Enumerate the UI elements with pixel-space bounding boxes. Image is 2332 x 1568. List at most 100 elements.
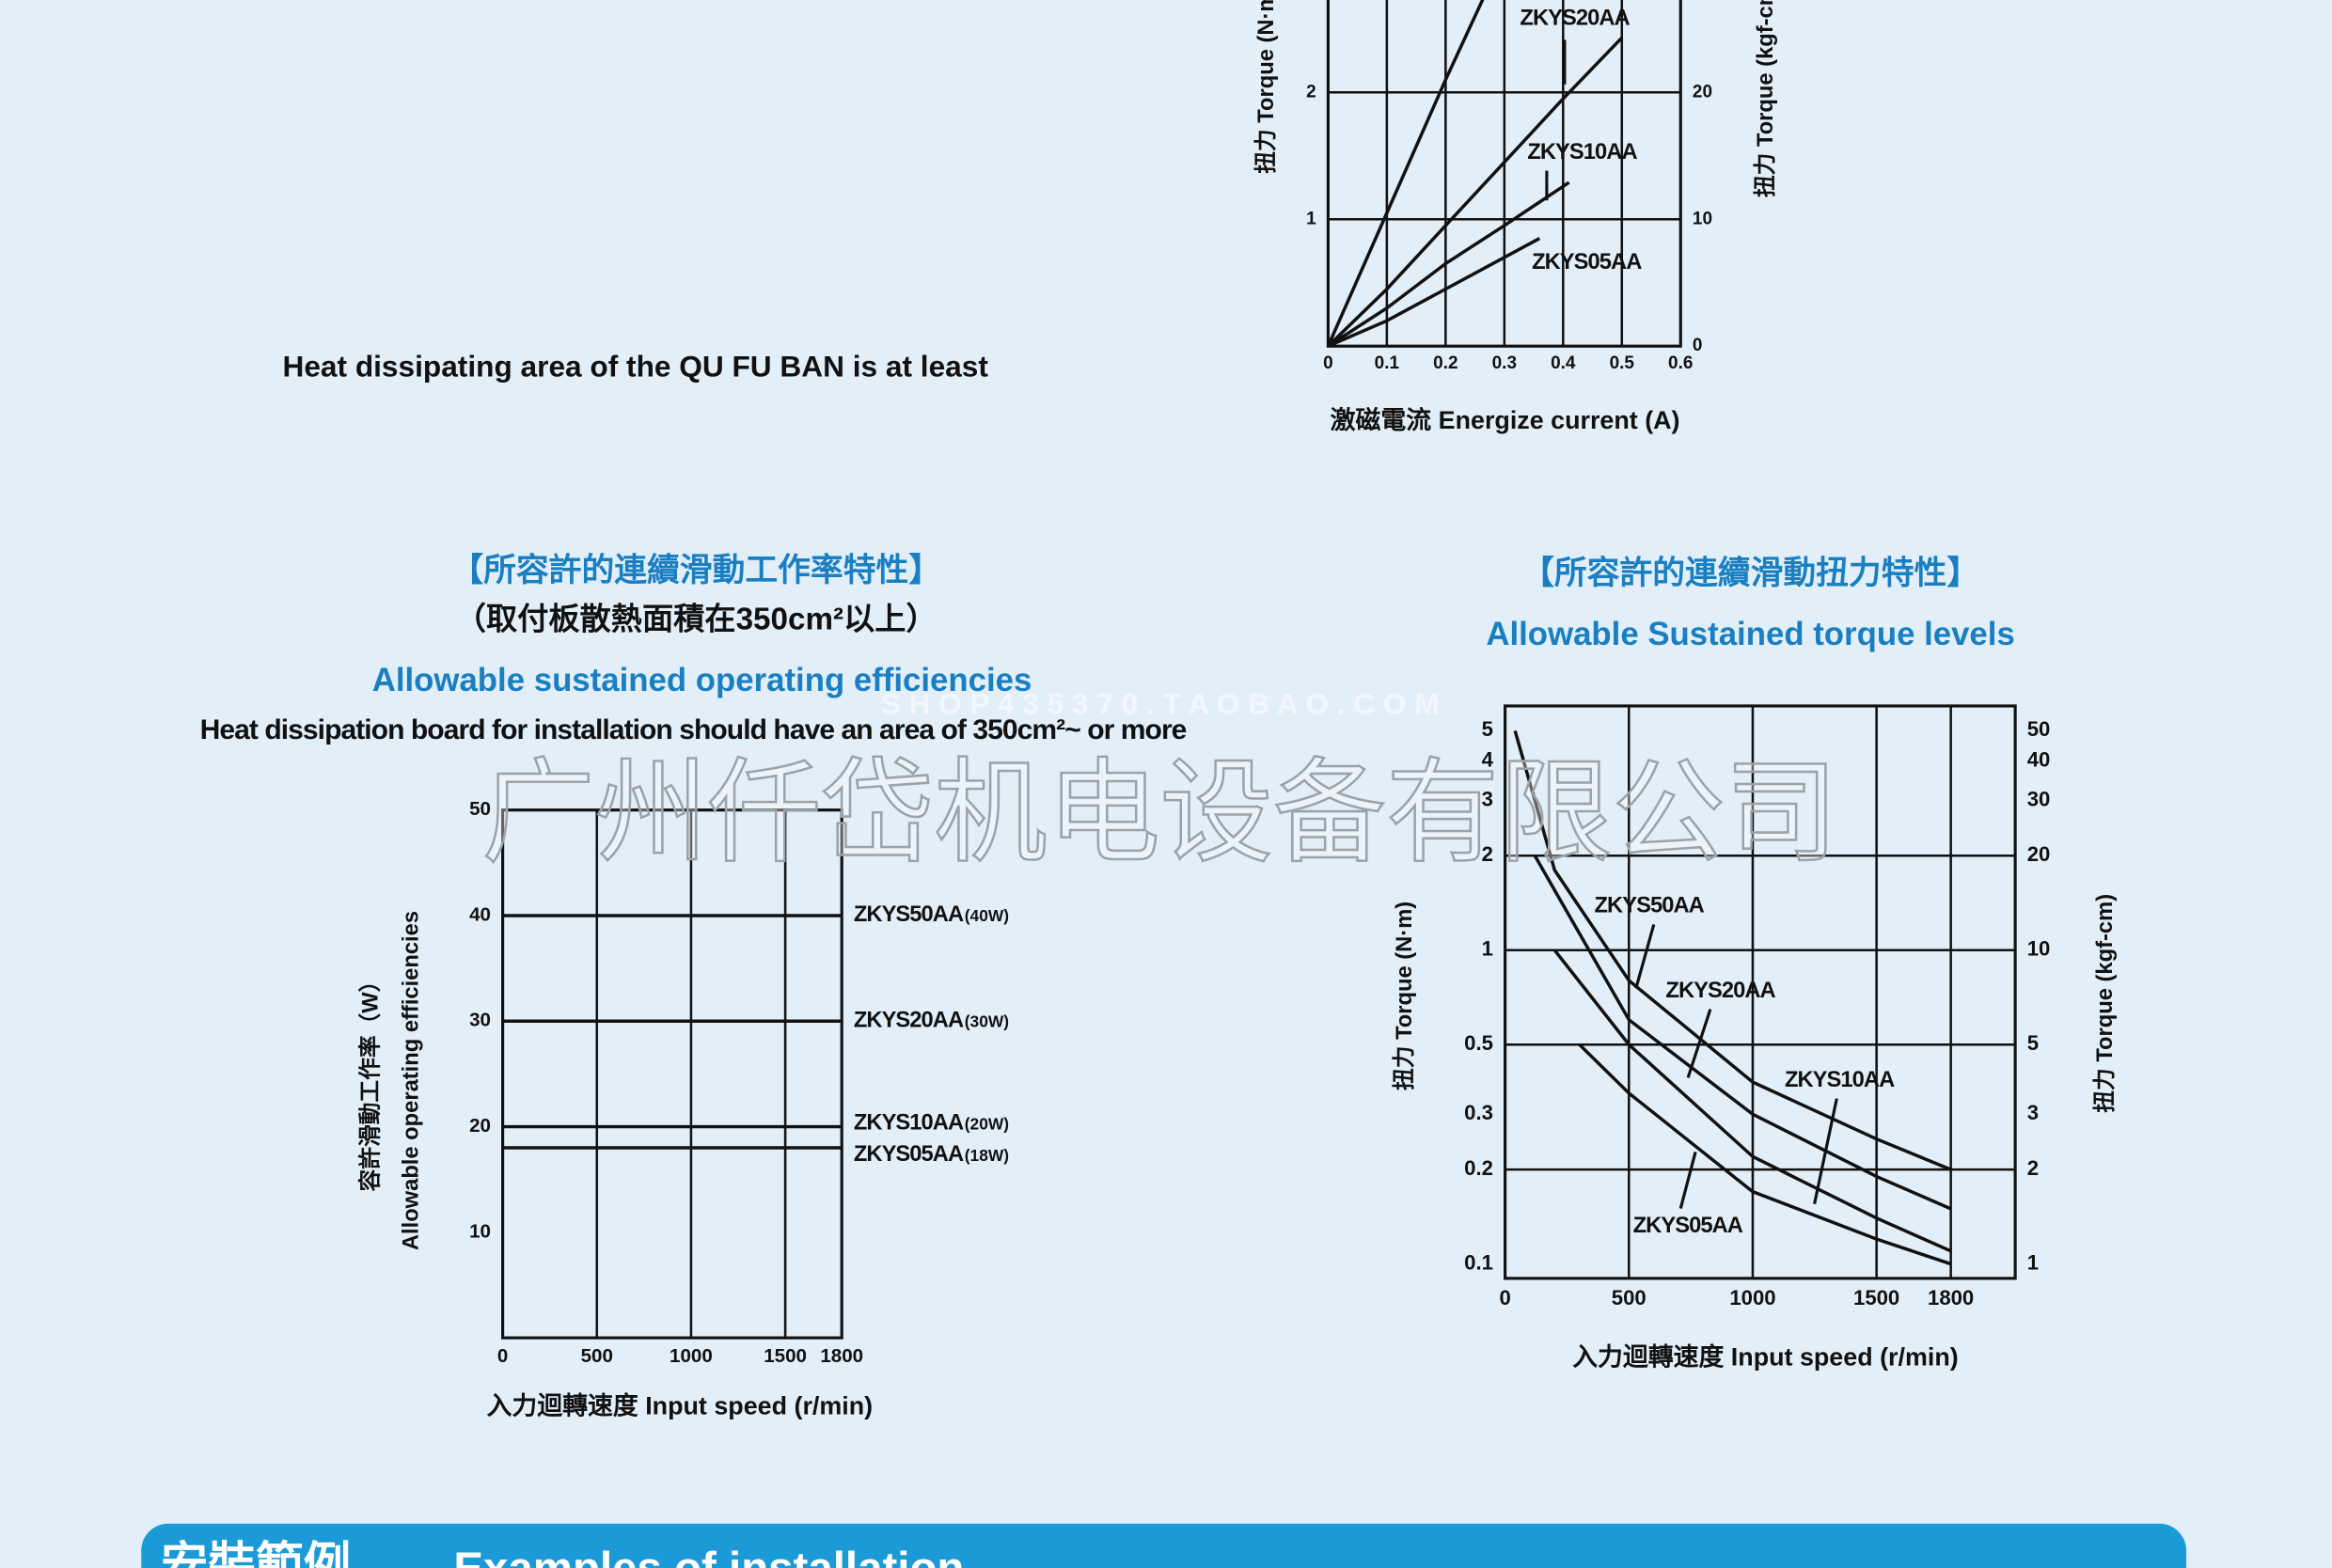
axis-title: Allowable operating efficiencies <box>399 911 423 1250</box>
leader-line <box>1678 1152 1697 1209</box>
plot-frame <box>501 808 843 1340</box>
y-tick-label: 30 <box>469 1010 491 1031</box>
axis-title: 扭力 Torque (N·m) <box>1253 0 1279 174</box>
y-tick-label: 5 <box>1482 717 1493 741</box>
y2-tick-label: 2 <box>2027 1156 2039 1180</box>
y-tick-label: 20 <box>469 1115 491 1137</box>
y-tick-label: 40 <box>469 903 491 925</box>
plot-frame <box>1326 0 1682 348</box>
series-label: ZKYS05AA <box>854 1142 964 1167</box>
y2-tick-label: 1 <box>2027 1250 2039 1274</box>
axis-title: 容許滑動工作率（W） <box>357 970 384 1192</box>
series-line <box>1578 1043 1952 1266</box>
y2-tick-label: 40 <box>2027 748 2051 772</box>
x-tick-label: 0 <box>1499 1286 1510 1309</box>
y-tick-label: 0.2 <box>1464 1156 1493 1180</box>
series-label: ZKYS05AA <box>1633 1214 1743 1238</box>
series-line <box>1328 237 1541 347</box>
y2-tick-label: 20 <box>2027 842 2051 866</box>
x-tick-label: 1800 <box>820 1345 863 1367</box>
series-label: ZKYS10AA <box>1785 1068 1895 1092</box>
watermark: 广州仟岱机电设备有限公司 <box>482 750 1838 876</box>
y2-tick-label: 10 <box>2027 937 2051 961</box>
watermark-url: S H O P 4 3 5 3 7 0 . T A O B A O . C O … <box>881 686 1440 720</box>
y2-tick-label: 0 <box>1693 336 1703 355</box>
series-label: ZKYS20AA <box>854 1009 964 1033</box>
y-tick-label: 0.1 <box>1464 1250 1493 1274</box>
plot-area <box>1328 0 1624 347</box>
plot-frame <box>1504 704 2017 1280</box>
series-line <box>1533 855 1952 1211</box>
y-tick-label: 2 <box>1482 842 1493 866</box>
x-tick-label: 0.2 <box>1433 353 1458 373</box>
x-tick-label: 500 <box>581 1345 613 1367</box>
y-tick-label: 3 <box>1482 787 1493 810</box>
axis-title: 扭力 Torque (kgf-cm) <box>2091 894 2118 1113</box>
y-tick-label: 4 <box>1482 748 1494 772</box>
heat-note: Heat dissipating area of the QU FU BAN i… <box>283 349 989 383</box>
chart-title: 【所容許的連續滑動工作率特性】 <box>450 552 941 588</box>
x-tick-label: 1500 <box>1853 1286 1899 1309</box>
y-tick-label: 1 <box>1482 937 1493 961</box>
y2-tick-label: 3 <box>2027 1101 2039 1124</box>
axis-title: 扭力 Torque (kgf-cm) <box>1752 0 1778 197</box>
x-axis-title: 激磁電流 Energize current (A) <box>1331 405 1680 434</box>
y-tick-label: 2 <box>1306 82 1316 102</box>
x-tick-label: 1500 <box>764 1345 807 1367</box>
x-tick-label: 0.5 <box>1610 353 1635 373</box>
x-axis-title: 入力迴轉速度 Input speed (r/min) <box>487 1391 874 1420</box>
y-tick-label: 0.3 <box>1464 1101 1493 1124</box>
chart-title: 【所容許的連續滑動扭力特性】 <box>1521 555 1979 591</box>
x-tick-label: 0.4 <box>1551 353 1576 373</box>
leader-line <box>1634 924 1656 989</box>
axis-title: 扭力 Torque (N·m) <box>1391 902 1417 1090</box>
x-tick-label: 0.3 <box>1492 353 1517 373</box>
y2-tick-label: 20 <box>1693 82 1712 102</box>
y-tick-label: 0.5 <box>1464 1031 1493 1055</box>
plot-area <box>502 914 843 1150</box>
x-tick-label: 1000 <box>670 1345 713 1367</box>
banner-cn: 安裝範例 <box>161 1538 351 1568</box>
series-line <box>1328 0 1485 347</box>
chart-title-en: Allowable Sustained torque levels <box>1486 617 2014 652</box>
background <box>0 7 2332 1561</box>
x-tick-label: 0 <box>497 1345 508 1367</box>
chart-note: Heat dissipation board for installation … <box>200 714 1187 745</box>
x-tick-label: 500 <box>1612 1286 1647 1309</box>
x-axis-title: 入力迴轉速度 Input speed (r/min) <box>1572 1341 1959 1371</box>
y2-tick-label: 5 <box>2027 1031 2039 1055</box>
chart-subtitle: （取付板散熱面積在350cm²以上） <box>455 603 938 637</box>
leader-line <box>1686 1009 1712 1078</box>
series-line <box>1328 180 1570 347</box>
series-line <box>1513 729 1952 1171</box>
chart: 【所容許的連續滑動工作率特性】 （取付板散熱面積在350cm²以上） Allowab… <box>200 552 1188 1420</box>
chart-title-en: Allowable sustained operating efficienci… <box>372 663 1032 698</box>
x-tick-label: 1800 <box>1928 1286 1974 1309</box>
series-label: ZKYS20AA <box>1665 979 1775 1003</box>
series-label: ZKYS10AA <box>1527 140 1637 165</box>
plot-area <box>1513 729 1952 1266</box>
leader-line <box>1813 1098 1838 1205</box>
x-tick-label: 1000 <box>1729 1286 1775 1309</box>
banner-en: Examples of installation <box>453 1544 964 1568</box>
series-label: ZKYS50AA <box>854 902 964 927</box>
value-label: (20W) <box>965 1115 1009 1134</box>
value-label: (30W) <box>965 1011 1009 1030</box>
y2-tick-label: 30 <box>2027 787 2051 810</box>
y2-tick-label: 50 <box>2027 717 2051 741</box>
series-label: ZKYS50AA <box>1595 894 1705 918</box>
x-tick-label: 0.1 <box>1375 353 1400 373</box>
y-tick-label: 1 <box>1306 209 1316 228</box>
x-tick-label: 0.6 <box>1668 353 1693 373</box>
value-label: (18W) <box>965 1146 1009 1165</box>
y2-tick-label: 10 <box>1693 209 1712 228</box>
y-tick-label: 50 <box>469 798 491 820</box>
series-label: ZKYS10AA <box>854 1111 964 1136</box>
series-label: ZKYS20AA <box>1520 7 1630 31</box>
y-tick-label: 10 <box>469 1220 491 1242</box>
banner <box>141 1523 2186 1568</box>
